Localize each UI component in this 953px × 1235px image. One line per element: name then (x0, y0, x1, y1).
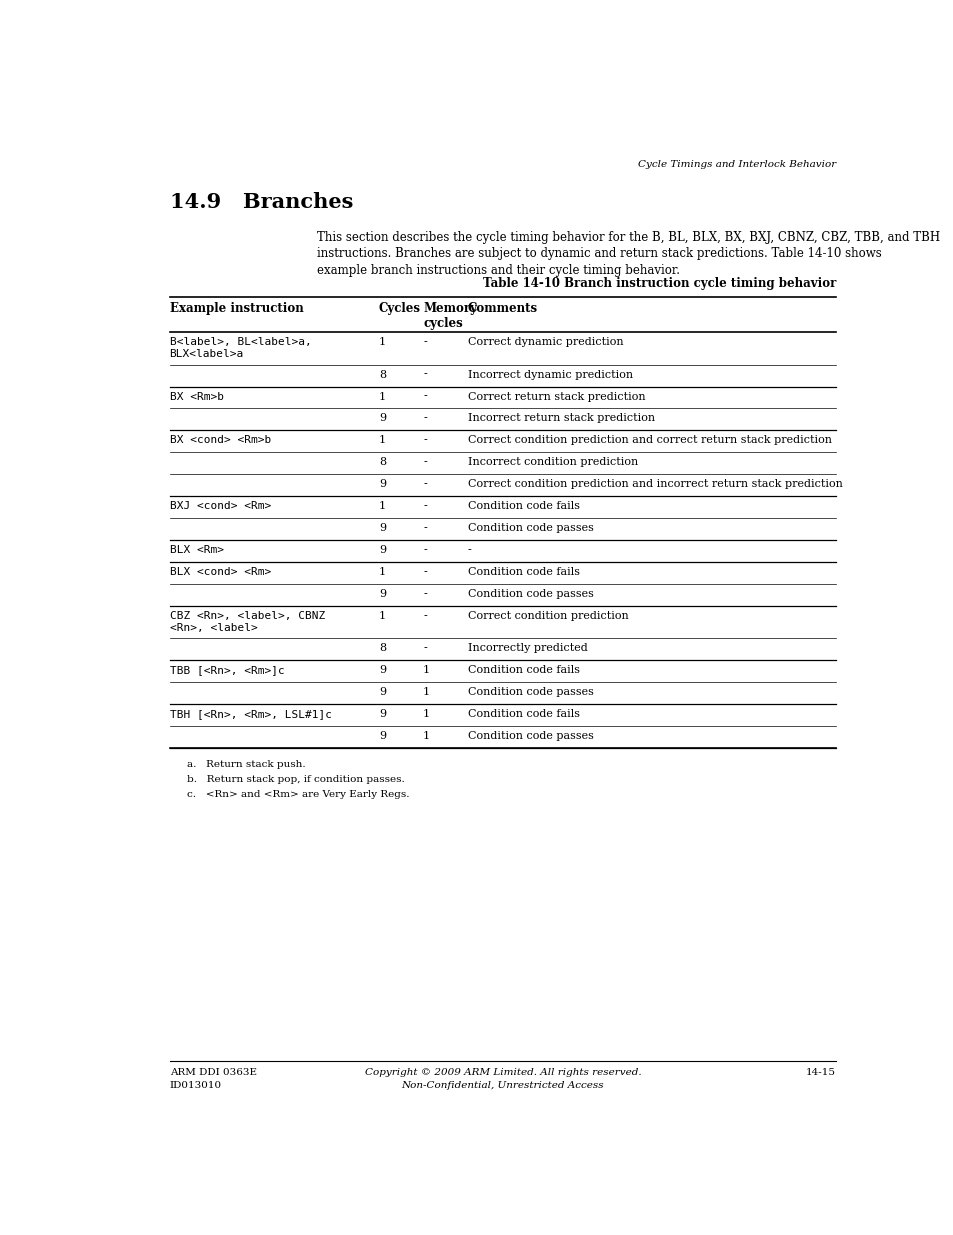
Text: -: - (422, 567, 426, 577)
Text: Condition code fails: Condition code fails (468, 709, 579, 719)
Text: Condition code passes: Condition code passes (468, 589, 594, 599)
Text: 14.9   Branches: 14.9 Branches (170, 193, 353, 212)
Text: Cycle Timings and Interlock Behavior: Cycle Timings and Interlock Behavior (638, 159, 835, 169)
Text: c.   <Rn> and <Rm> are Very Early Regs.: c. <Rn> and <Rm> are Very Early Regs. (187, 790, 409, 799)
Text: Cycles: Cycles (378, 303, 420, 315)
Text: instructions. Branches are subject to dynamic and return stack predictions. Tabl: instructions. Branches are subject to dy… (316, 247, 881, 261)
Text: B<label>, BL<label>a,
BLX<label>a: B<label>, BL<label>a, BLX<label>a (170, 337, 311, 359)
Text: Condition code fails: Condition code fails (468, 501, 579, 511)
Text: 9: 9 (378, 731, 386, 741)
Text: 8: 8 (378, 369, 386, 379)
Text: example branch instructions and their cycle timing behavior.: example branch instructions and their cy… (316, 264, 679, 277)
Text: 1: 1 (422, 709, 430, 719)
Text: 1: 1 (422, 731, 430, 741)
Text: 9: 9 (378, 524, 386, 534)
Text: Non-Confidential, Unrestricted Access: Non-Confidential, Unrestricted Access (401, 1081, 603, 1091)
Text: BLX <Rm>: BLX <Rm> (170, 545, 223, 556)
Text: -: - (422, 589, 426, 599)
Text: TBB [<Rn>, <Rm>]c: TBB [<Rn>, <Rm>]c (170, 666, 284, 676)
Text: 1: 1 (422, 687, 430, 698)
Text: a.   Return stack push.: a. Return stack push. (187, 761, 305, 769)
Text: 9: 9 (378, 545, 386, 556)
Text: 1: 1 (378, 337, 386, 347)
Text: Incorrect condition prediction: Incorrect condition prediction (468, 457, 638, 467)
Text: Incorrect dynamic prediction: Incorrect dynamic prediction (468, 369, 633, 379)
Text: Comments: Comments (468, 303, 537, 315)
Text: Correct condition prediction: Correct condition prediction (468, 611, 628, 621)
Text: 1: 1 (378, 391, 386, 401)
Text: BX <cond> <Rm>b: BX <cond> <Rm>b (170, 436, 271, 446)
Text: Correct return stack prediction: Correct return stack prediction (468, 391, 645, 401)
Text: Table 14-10 Branch instruction cycle timing behavior: Table 14-10 Branch instruction cycle tim… (482, 277, 835, 290)
Text: 14-15: 14-15 (805, 1067, 835, 1077)
Text: BLX <cond> <Rm>: BLX <cond> <Rm> (170, 567, 271, 577)
Text: -: - (468, 545, 471, 556)
Text: Memory
cycles: Memory cycles (422, 303, 476, 330)
Text: Correct condition prediction and correct return stack prediction: Correct condition prediction and correct… (468, 436, 831, 446)
Text: Condition code passes: Condition code passes (468, 731, 594, 741)
Text: Condition code fails: Condition code fails (468, 567, 579, 577)
Text: -: - (422, 337, 426, 347)
Text: -: - (422, 479, 426, 489)
Text: 1: 1 (378, 611, 386, 621)
Text: Condition code passes: Condition code passes (468, 524, 594, 534)
Text: BX <Rm>b: BX <Rm>b (170, 391, 223, 401)
Text: 9: 9 (378, 414, 386, 424)
Text: -: - (422, 524, 426, 534)
Text: ARM DDI 0363E: ARM DDI 0363E (170, 1067, 256, 1077)
Text: Copyright © 2009 ARM Limited. All rights reserved.: Copyright © 2009 ARM Limited. All rights… (364, 1067, 640, 1077)
Text: 9: 9 (378, 479, 386, 489)
Text: BXJ <cond> <Rm>: BXJ <cond> <Rm> (170, 501, 271, 511)
Text: -: - (422, 501, 426, 511)
Text: Condition code fails: Condition code fails (468, 666, 579, 676)
Text: This section describes the cycle timing behavior for the B, BL, BLX, BX, BXJ, CB: This section describes the cycle timing … (316, 231, 939, 243)
Text: 1: 1 (378, 501, 386, 511)
Text: b.   Return stack pop, if condition passes.: b. Return stack pop, if condition passes… (187, 776, 404, 784)
Text: 9: 9 (378, 687, 386, 698)
Text: Condition code passes: Condition code passes (468, 687, 594, 698)
Text: TBH [<Rn>, <Rm>, LSL#1]c: TBH [<Rn>, <Rm>, LSL#1]c (170, 709, 332, 719)
Text: -: - (422, 457, 426, 467)
Text: 9: 9 (378, 589, 386, 599)
Text: CBZ <Rn>, <label>, CBNZ
<Rn>, <label>: CBZ <Rn>, <label>, CBNZ <Rn>, <label> (170, 611, 325, 632)
Text: -: - (422, 436, 426, 446)
Text: Example instruction: Example instruction (170, 303, 303, 315)
Text: 1: 1 (378, 567, 386, 577)
Text: -: - (422, 391, 426, 401)
Text: 9: 9 (378, 709, 386, 719)
Text: 8: 8 (378, 643, 386, 653)
Text: -: - (422, 643, 426, 653)
Text: 1: 1 (422, 666, 430, 676)
Text: 9: 9 (378, 666, 386, 676)
Text: -: - (422, 369, 426, 379)
Text: Incorrectly predicted: Incorrectly predicted (468, 643, 587, 653)
Text: -: - (422, 414, 426, 424)
Text: Correct condition prediction and incorrect return stack prediction: Correct condition prediction and incorre… (468, 479, 842, 489)
Text: Correct dynamic prediction: Correct dynamic prediction (468, 337, 623, 347)
Text: Incorrect return stack prediction: Incorrect return stack prediction (468, 414, 655, 424)
Text: 8: 8 (378, 457, 386, 467)
Text: -: - (422, 611, 426, 621)
Text: -: - (422, 545, 426, 556)
Text: ID013010: ID013010 (170, 1081, 221, 1091)
Text: 1: 1 (378, 436, 386, 446)
